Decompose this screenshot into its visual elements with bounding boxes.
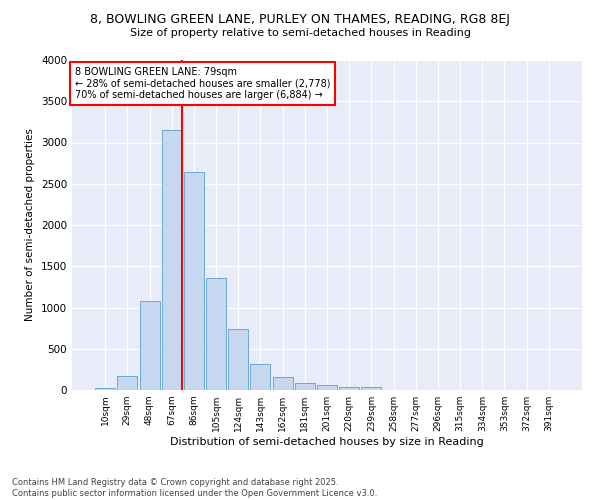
Bar bbox=[184, 172, 204, 390]
Y-axis label: Number of semi-detached properties: Number of semi-detached properties bbox=[25, 128, 35, 322]
X-axis label: Distribution of semi-detached houses by size in Reading: Distribution of semi-detached houses by … bbox=[170, 437, 484, 447]
Bar bbox=[317, 386, 337, 390]
Text: Contains HM Land Registry data © Crown copyright and database right 2025.
Contai: Contains HM Land Registry data © Crown c… bbox=[12, 478, 377, 498]
Bar bbox=[140, 301, 160, 390]
Text: 8 BOWLING GREEN LANE: 79sqm
← 28% of semi-detached houses are smaller (2,778)
70: 8 BOWLING GREEN LANE: 79sqm ← 28% of sem… bbox=[74, 66, 330, 100]
Bar bbox=[228, 329, 248, 390]
Bar bbox=[295, 384, 315, 390]
Bar bbox=[118, 376, 137, 390]
Bar bbox=[361, 387, 382, 390]
Bar bbox=[206, 278, 226, 390]
Bar bbox=[162, 130, 182, 390]
Text: 8, BOWLING GREEN LANE, PURLEY ON THAMES, READING, RG8 8EJ: 8, BOWLING GREEN LANE, PURLEY ON THAMES,… bbox=[90, 12, 510, 26]
Bar bbox=[250, 364, 271, 390]
Bar bbox=[95, 388, 115, 390]
Bar bbox=[272, 377, 293, 390]
Bar bbox=[339, 386, 359, 390]
Text: Size of property relative to semi-detached houses in Reading: Size of property relative to semi-detach… bbox=[130, 28, 470, 38]
